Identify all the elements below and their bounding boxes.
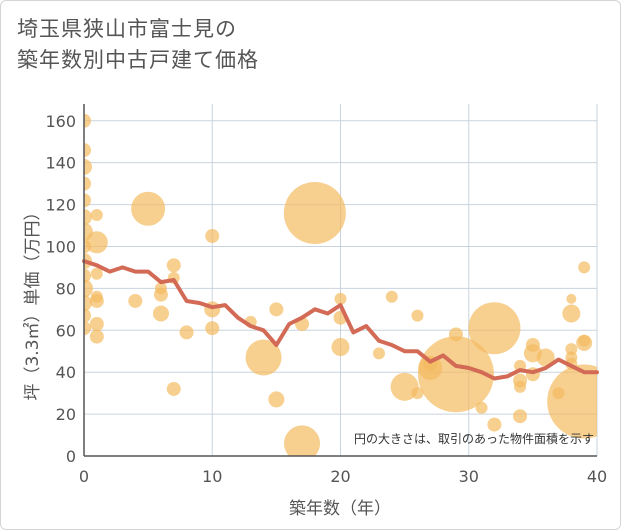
bubble-point bbox=[84, 279, 93, 298]
chart-title: 埼玉県狭山市富士見の 築年数別中古戸建て価格 bbox=[17, 14, 597, 76]
x-tick-label: 20 bbox=[330, 467, 350, 486]
bubble-point bbox=[411, 387, 424, 400]
y-tick-label: 20 bbox=[56, 405, 76, 424]
bubble-point bbox=[565, 343, 578, 356]
y-tick-label: 40 bbox=[56, 363, 76, 382]
bubble-point bbox=[566, 293, 577, 304]
bubble-point bbox=[179, 325, 194, 340]
bubble-point bbox=[131, 191, 166, 226]
x-tick-label: 0 bbox=[79, 467, 89, 486]
bubble-point bbox=[513, 409, 528, 424]
bubble-point bbox=[411, 309, 424, 322]
bubble-point bbox=[269, 302, 284, 317]
bubble-point bbox=[152, 305, 169, 322]
bubble-point bbox=[84, 143, 91, 158]
bubble-point bbox=[205, 321, 220, 336]
x-axis-label: 築年数（年） bbox=[289, 499, 391, 519]
bubble-point bbox=[547, 364, 597, 439]
y-tick-label: 140 bbox=[45, 154, 76, 173]
x-tick-label: 30 bbox=[459, 467, 479, 486]
bubble-point bbox=[284, 425, 321, 456]
bubble-point bbox=[468, 302, 521, 355]
y-tick-label: 80 bbox=[56, 279, 76, 298]
bubble-point bbox=[89, 317, 104, 331]
bubble-point bbox=[205, 229, 220, 243]
grid-lines bbox=[84, 104, 598, 456]
bubble-point bbox=[153, 287, 168, 302]
y-tick-label: 100 bbox=[45, 237, 76, 256]
bubble-point bbox=[578, 261, 591, 274]
bubble-point bbox=[84, 158, 92, 175]
bubble-point bbox=[475, 401, 488, 414]
y-tick-label: 60 bbox=[56, 321, 76, 340]
trend-line-layer bbox=[82, 259, 599, 381]
bubble-point bbox=[84, 209, 92, 226]
bubble-point bbox=[84, 176, 91, 191]
bubble-point bbox=[245, 339, 282, 376]
bubble-layer bbox=[84, 113, 597, 456]
y-axis-label: 坪（3.3㎡）単価（万円） bbox=[23, 203, 43, 400]
y-tick-label: 120 bbox=[45, 196, 76, 215]
bubble-point bbox=[90, 209, 103, 222]
bubble-point bbox=[84, 321, 91, 336]
y-tick-label: 0 bbox=[66, 447, 76, 466]
bubble-point bbox=[166, 381, 181, 396]
bubble-point bbox=[385, 290, 398, 303]
bubble-point bbox=[166, 258, 181, 273]
bubble-point bbox=[89, 329, 104, 344]
bubble-point bbox=[85, 231, 108, 254]
axes bbox=[83, 104, 597, 457]
bubble-point bbox=[576, 334, 593, 351]
tick-labels: 0 20 40 60 80 100 120 140 160 0 10 20 30 40 bbox=[45, 112, 607, 486]
bubble-point bbox=[84, 193, 91, 208]
bubble-point bbox=[536, 348, 555, 367]
bubble-point bbox=[562, 304, 581, 323]
bubble-point bbox=[84, 268, 91, 283]
y-tick-label: 160 bbox=[45, 112, 76, 131]
bubble-point bbox=[487, 417, 502, 432]
title-line-1: 埼玉県狭山市富士見の bbox=[17, 17, 237, 41]
bubble-point bbox=[372, 347, 385, 360]
bubble-point bbox=[283, 181, 346, 244]
bubble-point bbox=[84, 308, 91, 323]
x-tick-label: 40 bbox=[587, 467, 607, 486]
bubble-point bbox=[334, 292, 347, 305]
bubble-point bbox=[128, 293, 143, 308]
average-price-line bbox=[82, 259, 599, 381]
bubble-point bbox=[84, 295, 92, 312]
bubble-size-note: 円の大きさは、取引のあった物件面積を示す bbox=[354, 431, 594, 446]
bubble-point bbox=[89, 293, 104, 308]
title-line-2: 築年数別中古戸建て価格 bbox=[17, 48, 259, 72]
bubble-point bbox=[331, 338, 350, 357]
x-tick-label: 10 bbox=[202, 467, 222, 486]
bubble-point bbox=[84, 113, 91, 128]
bubble-point bbox=[514, 380, 527, 393]
bubble-point bbox=[90, 267, 103, 280]
bubble-point bbox=[268, 391, 285, 408]
bubble-point bbox=[417, 336, 494, 413]
